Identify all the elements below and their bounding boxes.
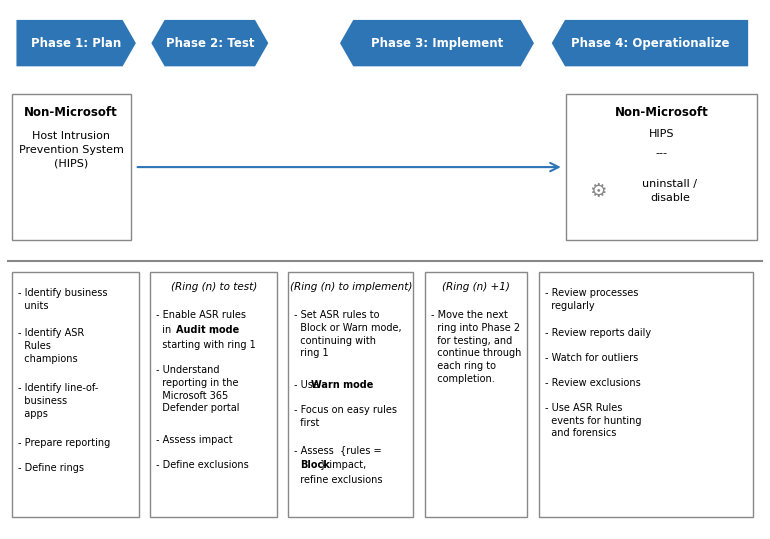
Text: - Use: - Use xyxy=(294,380,322,390)
Text: starting with ring 1: starting with ring 1 xyxy=(156,340,256,350)
Text: (Ring (n) +1): (Ring (n) +1) xyxy=(442,282,511,292)
Text: - Define exclusions: - Define exclusions xyxy=(156,460,249,470)
FancyBboxPatch shape xyxy=(425,272,527,517)
Text: Phase 3: Implement: Phase 3: Implement xyxy=(371,37,503,50)
Text: - Set ASR rules to
  Block or Warn mode,
  continuing with
  ring 1: - Set ASR rules to Block or Warn mode, c… xyxy=(294,310,402,358)
FancyBboxPatch shape xyxy=(12,272,139,517)
Text: - Understand
  reporting in the
  Microsoft 365
  Defender portal: - Understand reporting in the Microsoft … xyxy=(156,365,239,413)
Polygon shape xyxy=(150,19,270,67)
Text: Phase 4: Operationalize: Phase 4: Operationalize xyxy=(571,37,729,50)
Text: uninstall /
disable: uninstall / disable xyxy=(642,179,698,203)
Text: Phase 2: Test: Phase 2: Test xyxy=(166,37,254,50)
Text: Warn mode: Warn mode xyxy=(311,380,373,390)
FancyBboxPatch shape xyxy=(539,272,753,517)
Text: ,: , xyxy=(213,325,216,335)
Text: - Use ASR Rules
  events for hunting
  and forensics: - Use ASR Rules events for hunting and f… xyxy=(545,403,641,438)
Text: refine exclusions: refine exclusions xyxy=(294,475,383,485)
FancyBboxPatch shape xyxy=(288,272,413,517)
Text: - Focus on easy rules
  first: - Focus on easy rules first xyxy=(294,405,397,428)
Polygon shape xyxy=(551,19,749,67)
Text: (Ring (n) to implement): (Ring (n) to implement) xyxy=(290,282,412,292)
Text: Block: Block xyxy=(300,460,330,470)
Text: Audit mode: Audit mode xyxy=(176,325,239,335)
Text: ⚙: ⚙ xyxy=(590,182,607,201)
Text: (Ring (n) to test): (Ring (n) to test) xyxy=(170,282,257,292)
Text: - Prepare reporting: - Prepare reporting xyxy=(18,438,110,448)
Text: - Move the next
  ring into Phase 2
  for testing, and
  continue through
  each: - Move the next ring into Phase 2 for te… xyxy=(431,310,521,384)
Text: Non-Microsoft: Non-Microsoft xyxy=(25,106,118,119)
Text: in: in xyxy=(156,325,175,335)
Text: Non-Microsoft: Non-Microsoft xyxy=(614,106,708,119)
FancyBboxPatch shape xyxy=(150,272,277,517)
Text: - Watch for outliers: - Watch for outliers xyxy=(545,353,638,363)
Text: - Assess  {rules =: - Assess {rules = xyxy=(294,445,382,455)
Text: - Identify business
  units: - Identify business units xyxy=(18,288,107,311)
Text: Phase 1: Plan: Phase 1: Plan xyxy=(31,37,122,50)
Text: HIPS: HIPS xyxy=(648,129,675,140)
Text: - Enable ASR rules: - Enable ASR rules xyxy=(156,310,246,320)
Text: - Identify line-of-
  business
  apps: - Identify line-of- business apps xyxy=(18,383,98,419)
Text: - Define rings: - Define rings xyxy=(18,463,84,473)
Text: ---: --- xyxy=(655,148,668,158)
Text: } impact,: } impact, xyxy=(320,460,367,470)
Text: Host Intrusion
Prevention System
(HIPS): Host Intrusion Prevention System (HIPS) xyxy=(18,131,124,169)
Text: - Assess impact: - Assess impact xyxy=(156,435,233,445)
Polygon shape xyxy=(15,19,137,67)
Polygon shape xyxy=(339,19,535,67)
Text: - Review processes
  regularly: - Review processes regularly xyxy=(545,288,638,311)
FancyBboxPatch shape xyxy=(566,94,757,240)
FancyBboxPatch shape xyxy=(12,94,131,240)
Text: - Review reports daily: - Review reports daily xyxy=(545,328,651,338)
Text: - Identify ASR
  Rules
  champions: - Identify ASR Rules champions xyxy=(18,328,84,364)
Text: - Review exclusions: - Review exclusions xyxy=(545,378,641,388)
